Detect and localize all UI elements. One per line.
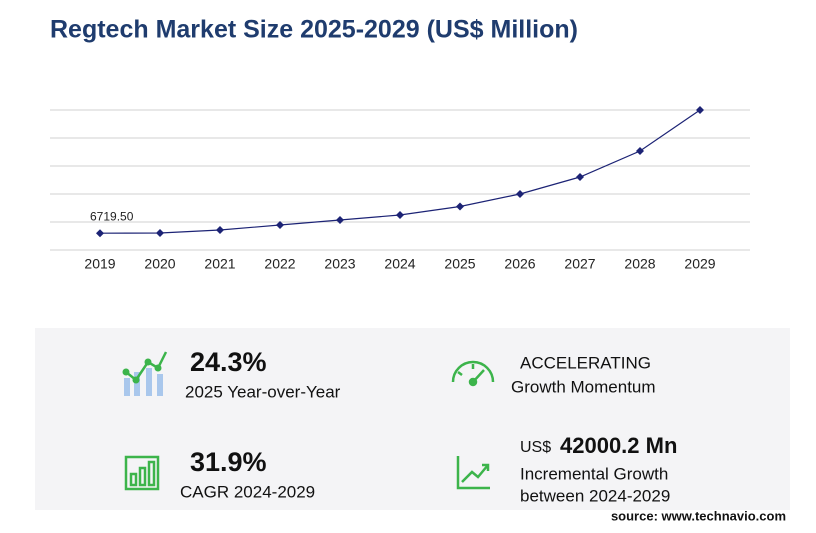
x-tick-label: 2022 xyxy=(264,256,295,272)
icon-yoy xyxy=(122,351,168,396)
stats-panel xyxy=(35,328,790,510)
source: source: www.technavio.com xyxy=(611,508,786,523)
stat-value: 42000.2 Mn xyxy=(560,433,677,458)
x-tick-label: 2024 xyxy=(384,256,415,272)
point xyxy=(636,147,644,155)
x-tick-label: 2021 xyxy=(204,256,235,272)
x-tick-label: 2028 xyxy=(624,256,655,272)
icon-gauge xyxy=(451,360,495,387)
stat-value: 31.9% xyxy=(190,447,267,477)
x-tick-label: 2019 xyxy=(84,256,115,272)
x-tick-label: 2029 xyxy=(684,256,715,272)
point xyxy=(156,229,164,237)
stat-label: Incremental Growth xyxy=(520,464,668,483)
point xyxy=(576,173,584,181)
point xyxy=(696,105,704,114)
x-tick-label: 2026 xyxy=(504,256,535,272)
x-tick-label: 2025 xyxy=(444,256,475,272)
point xyxy=(276,221,284,229)
stat-label: 2025 Year-over-Year xyxy=(185,382,341,401)
x-tick-label: 2027 xyxy=(564,256,595,272)
stat-value: 24.3% xyxy=(190,347,267,377)
stat-label: between 2024-2029 xyxy=(520,486,670,505)
chart-title: Regtech Market Size 2025-2029 (US$ Milli… xyxy=(50,16,578,44)
point xyxy=(396,211,404,219)
x-tick-label: 2023 xyxy=(324,256,355,272)
stat-label: Growth Momentum xyxy=(511,377,656,396)
icon-cagr xyxy=(124,455,160,491)
icon-incremental xyxy=(456,456,490,490)
stat-value: ACCELERATING xyxy=(520,353,651,372)
point xyxy=(456,202,464,211)
x-tick-label: 2020 xyxy=(144,256,175,272)
stat-label: CAGR 2024-2029 xyxy=(180,482,315,501)
point xyxy=(216,226,224,234)
point xyxy=(336,216,344,224)
stat-currency: US$ xyxy=(520,439,551,456)
data-label: 6719.50 xyxy=(90,209,134,223)
point xyxy=(516,190,524,198)
point xyxy=(96,229,104,238)
